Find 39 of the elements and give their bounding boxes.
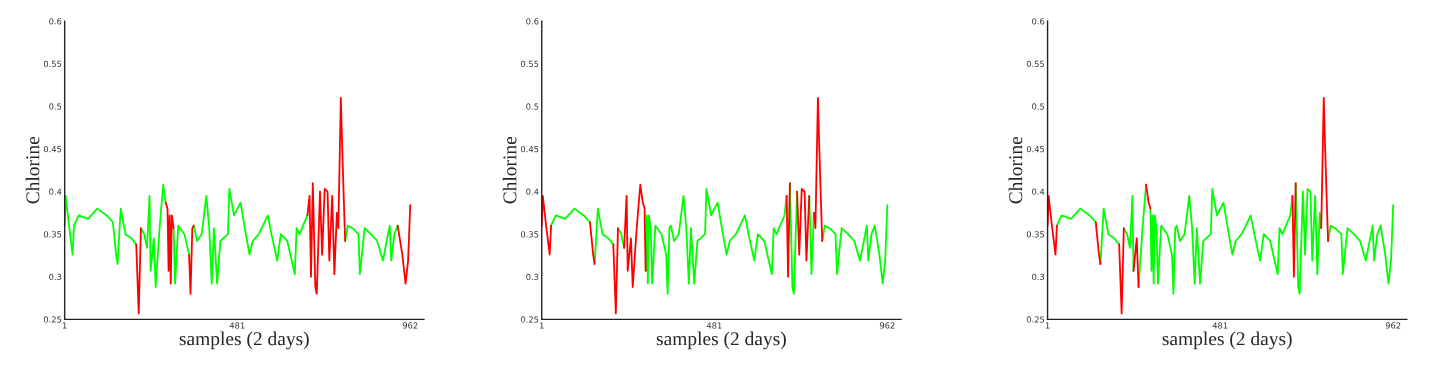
y-tick-label: 0.45	[520, 145, 539, 153]
y-tick-label: 0.35	[520, 231, 539, 238]
y-tick-label: 0.3	[526, 273, 539, 281]
y-tick-label: 0.6	[1032, 18, 1045, 25]
y-tick-label: 0.25	[1026, 316, 1045, 323]
x-tick-label: 962	[402, 322, 418, 329]
y-tick-label: 0.45	[1026, 145, 1045, 153]
x-tick-label: 1	[62, 322, 67, 329]
y-axis-title: Chlorine	[1008, 136, 1023, 204]
x-tick-label: 1	[1045, 322, 1050, 329]
y-tick-label: 0.55	[43, 60, 62, 68]
y-tick-label: 0.4	[1032, 188, 1045, 195]
x-tick-label: 1	[540, 322, 544, 329]
y-tick-label: 0.25	[43, 316, 62, 323]
y-tick-label: 0.35	[1026, 231, 1045, 238]
y-axis-title: Chlorine	[25, 136, 40, 204]
x-axis-title: samples (2 days)	[1162, 331, 1292, 350]
y-tick-label: 0.45	[43, 145, 62, 153]
y-tick-label: 0.6	[49, 18, 62, 25]
x-tick-label: 481	[706, 322, 722, 329]
y-tick-label: 0.55	[520, 60, 539, 68]
x-tick-label: 962	[879, 322, 895, 329]
y-tick-label: 0.5	[526, 103, 539, 110]
x-axis-title: samples (2 days)	[179, 331, 309, 350]
y-tick-label: 0.4	[526, 188, 539, 195]
y-tick-label: 0.5	[1032, 103, 1045, 110]
y-tick-label: 0.3	[1032, 273, 1045, 281]
y-tick-label: 0.6	[526, 18, 539, 25]
x-tick-label: 962	[1385, 322, 1401, 329]
y-axis-title: Chlorine	[502, 136, 517, 204]
y-tick-label: 0.5	[49, 103, 62, 110]
x-tick-label: 481	[1212, 322, 1228, 329]
y-tick-label: 0.25	[520, 316, 539, 323]
y-tick-label: 0.55	[1026, 60, 1045, 68]
y-tick-label: 0.3	[49, 273, 62, 281]
x-axis-title: samples (2 days)	[656, 331, 786, 350]
x-tick-label: 481	[229, 322, 245, 329]
y-tick-label: 0.35	[43, 231, 62, 238]
y-tick-label: 0.4	[49, 188, 62, 195]
